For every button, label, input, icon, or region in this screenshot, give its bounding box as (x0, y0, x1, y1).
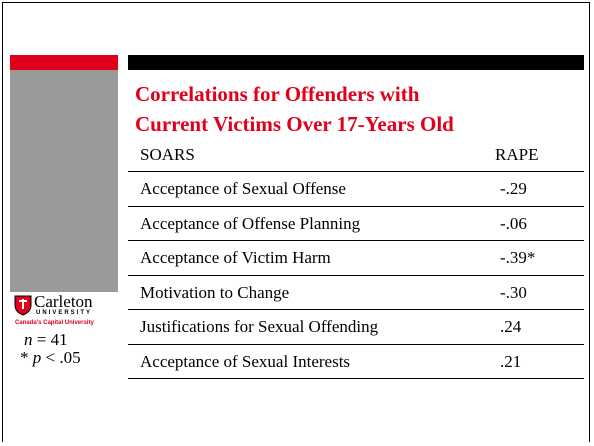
rape-cell: -.29 (500, 179, 527, 198)
rape-cell: -.39* (500, 248, 536, 267)
rape-cell: -.06 (500, 213, 527, 233)
logo-shield (14, 295, 32, 316)
row-rule (128, 274, 584, 276)
frame (2, 2, 590, 442)
logo-sub: UNIVERSITY (36, 310, 93, 316)
soars-cell: Justifications for Sexual Offending (140, 317, 379, 336)
rape-cell: .21 (500, 351, 522, 371)
p-text: < .05 (45, 348, 81, 367)
row-rule (128, 171, 584, 172)
row-rule (128, 309, 584, 310)
soars-cell: Acceptance of Sexual Offense (140, 179, 346, 198)
title-line: Correlations for Offenders with (135, 82, 420, 106)
n-symbol: n (24, 330, 33, 349)
row-rule (128, 378, 584, 379)
rape-cell: -.30 (500, 282, 527, 302)
soars-cell: Acceptance of Sexual Interests (140, 351, 351, 371)
footnote-p: * p < .05 (20, 348, 81, 368)
soars-cell: Acceptance of Victim Harm (140, 248, 331, 267)
black-bar (128, 55, 584, 70)
header-cell: RAPE (495, 145, 539, 164)
logo-name: Carleton (34, 292, 93, 311)
row-rule (128, 205, 584, 207)
gray-column (10, 70, 118, 292)
row-rule (128, 343, 584, 345)
soars-cell: Acceptance of Offense Planning (140, 213, 361, 233)
title-line: Current Victims Over 17-Years Old (135, 112, 454, 136)
p-star: * (20, 348, 29, 367)
header-cell: SOARS (140, 145, 195, 164)
logo-tagline: Canada's Capital University (15, 320, 94, 326)
soars-cell: Motivation to Change (140, 282, 290, 302)
footnote-n: n = 41 (24, 330, 68, 350)
row-rule (128, 240, 584, 241)
red-bar (10, 55, 118, 70)
n-text: = 41 (36, 330, 68, 349)
rape-cell: .24 (500, 317, 522, 336)
p-symbol: p (32, 348, 42, 367)
